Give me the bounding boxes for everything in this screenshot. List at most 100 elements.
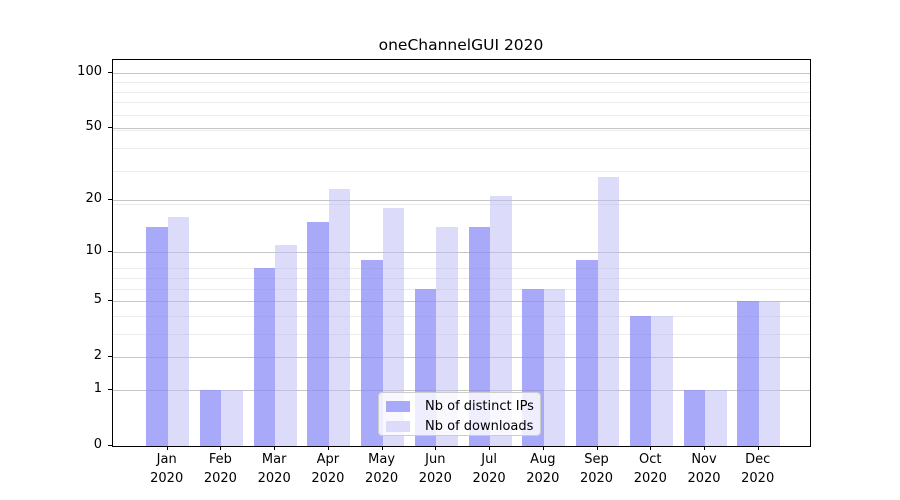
bar-downloads-oct	[651, 315, 673, 446]
bar-downloads-sep	[597, 176, 619, 446]
legend: Nb of distinct IPs Nb of downloads	[378, 392, 541, 436]
x-tick-month: Jan	[156, 452, 177, 467]
y-tick-label: 50	[85, 119, 102, 134]
x-tick-month: Apr	[316, 452, 340, 467]
bar-ips-sep	[576, 259, 598, 446]
gridline-major	[113, 72, 810, 74]
bar-downloads-mar	[275, 245, 297, 446]
x-tick-month: Jun	[425, 452, 446, 467]
bar-downloads-may	[382, 207, 405, 446]
x-tick	[327, 446, 329, 450]
y-tick-label: 20	[85, 190, 102, 206]
x-tick	[220, 446, 222, 450]
x-tick-label-jun: Jun 2020	[405, 451, 465, 488]
gridline-major	[113, 389, 810, 391]
x-tick-label-apr: Apr 2020	[298, 451, 358, 488]
x-tick-year: 2020	[741, 470, 775, 486]
y-tick	[108, 388, 112, 390]
bar-downloads-feb	[221, 389, 243, 446]
x-tick-year: 2020	[365, 470, 399, 486]
gridline-minor	[113, 170, 810, 172]
x-tick	[381, 446, 383, 450]
bar-ips-oct	[629, 315, 652, 446]
gridline-minor	[113, 129, 810, 131]
bar-downloads-apr	[328, 188, 351, 446]
x-tick-year: 2020	[579, 470, 614, 486]
gridline-minor	[113, 315, 810, 317]
x-tick-month: Mar	[261, 452, 287, 467]
x-tick-month: Aug	[530, 452, 556, 467]
legend-swatch-ips	[386, 400, 410, 412]
y-tick	[108, 251, 112, 252]
x-tick-year: 2020	[257, 470, 291, 486]
gridline-major	[113, 357, 810, 359]
x-tick-year: 2020	[150, 470, 184, 486]
bar-downloads-dec	[758, 301, 781, 446]
bar-downloads-nov	[705, 389, 727, 446]
x-tick-label-jul: Jul 2020	[459, 451, 519, 488]
bar-ips-nov	[683, 389, 705, 446]
x-tick-year: 2020	[472, 470, 506, 486]
x-tick-month: Dec	[745, 452, 771, 467]
x-tick-month: Jul	[481, 452, 497, 467]
gridline-minor	[113, 91, 810, 93]
y-tick	[108, 356, 112, 358]
gridline-minor	[113, 147, 810, 149]
bar-downloads-jul	[490, 196, 512, 446]
x-tick-year: 2020	[311, 470, 345, 486]
gridline-major	[113, 252, 810, 253]
plot-area	[112, 59, 811, 447]
y-tick-label: 1	[93, 380, 102, 396]
gridline-minor	[113, 114, 810, 116]
x-tick-month: Oct	[639, 452, 662, 467]
x-tick	[596, 446, 598, 450]
x-tick-year: 2020	[203, 470, 237, 486]
x-tick-year: 2020	[526, 470, 560, 486]
bar-downloads-jan	[167, 216, 190, 446]
y-tick-label: 2	[93, 348, 102, 364]
gridline-minor	[113, 82, 810, 83]
x-tick-month: Feb	[208, 452, 232, 467]
x-tick	[650, 446, 652, 450]
y-tick	[108, 127, 112, 128]
x-tick	[489, 446, 491, 450]
x-tick-label-dec: Dec 2020	[728, 451, 788, 488]
gridline-major	[113, 199, 810, 201]
x-tick-label-may: May 2020	[352, 451, 412, 488]
x-tick-label-mar: Mar 2020	[244, 451, 304, 488]
x-tick-label-nov: Nov 2020	[674, 451, 734, 488]
y-tick-label: 0	[93, 437, 102, 452]
x-tick-label-feb: Feb 2020	[190, 451, 250, 488]
y-tick	[108, 300, 112, 302]
legend-label-ips: Nb of distinct IPs	[425, 398, 534, 414]
x-tick	[166, 446, 168, 450]
x-tick-year: 2020	[633, 470, 667, 486]
x-tick	[757, 446, 759, 450]
legend-label-downloads: Nb of downloads	[425, 418, 534, 434]
x-tick	[274, 446, 276, 450]
y-tick-label: 100	[77, 63, 102, 79]
bar-downloads-aug	[543, 288, 566, 446]
x-tick	[435, 446, 437, 450]
bar-downloads-jun	[436, 227, 458, 446]
gridline-minor	[113, 277, 810, 279]
bar-ips-mar	[253, 268, 276, 446]
chart-title: oneChannelGUI 2020	[378, 36, 544, 54]
y-tick	[108, 71, 112, 73]
bar-ips-may	[361, 259, 383, 446]
bar-ips-dec	[737, 301, 759, 446]
gridline-major	[113, 128, 810, 129]
gridline-minor	[113, 333, 810, 335]
x-tick-label-sep: Sep 2020	[567, 451, 627, 488]
bar-ips-apr	[307, 221, 329, 446]
gridline-minor	[113, 268, 810, 270]
gridline-minor	[113, 102, 810, 104]
bar-ips-feb	[199, 389, 222, 446]
y-tick-label: 5	[93, 292, 102, 308]
x-tick-label-jan: Jan 2020	[137, 451, 197, 488]
gridline-minor	[113, 288, 810, 290]
x-tick-month: Nov	[691, 452, 717, 467]
bar-ips-jan	[146, 227, 168, 446]
legend-row-ips: Nb of distinct IPs	[379, 396, 534, 416]
